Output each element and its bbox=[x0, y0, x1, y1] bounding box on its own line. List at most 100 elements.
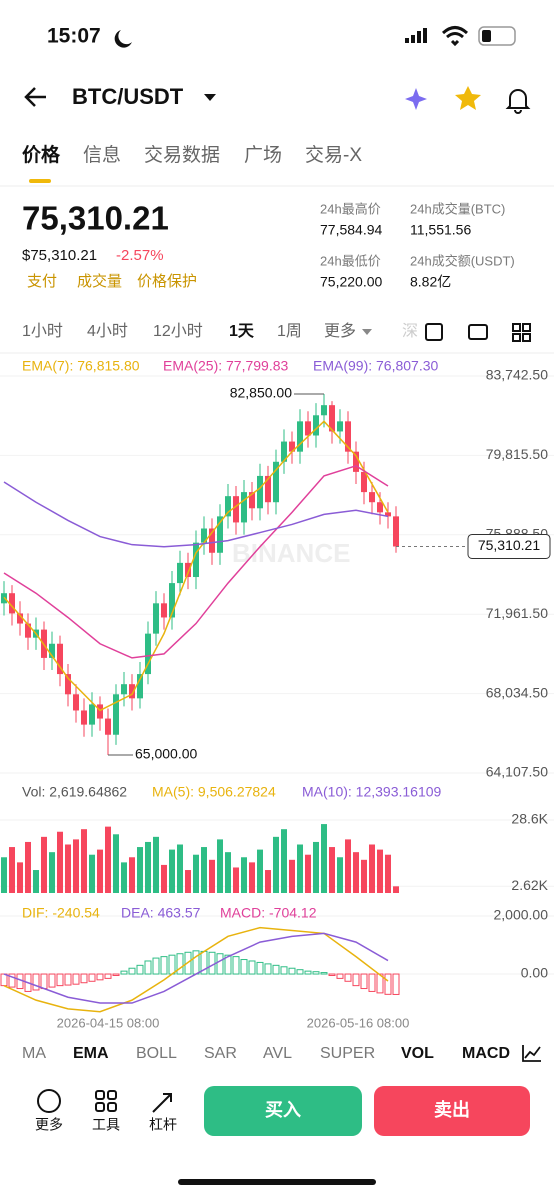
stat-value: 8.82亿 bbox=[410, 274, 451, 290]
indicator-tab[interactable]: BOLL bbox=[136, 1045, 177, 1062]
tab[interactable]: 交易-X bbox=[305, 144, 362, 166]
y-tick-label: 68,034.50 bbox=[486, 684, 548, 700]
macd-bar bbox=[64, 973, 72, 986]
grid-icon[interactable] bbox=[522, 323, 531, 332]
tool-label[interactable]: 更多 bbox=[35, 1117, 63, 1133]
candle-body bbox=[201, 528, 207, 543]
candle-body bbox=[281, 441, 287, 462]
macd-bar bbox=[208, 951, 216, 975]
volume-bar bbox=[201, 847, 207, 893]
link[interactable]: 支付 bbox=[27, 273, 57, 290]
tab[interactable]: 交易数据 bbox=[144, 144, 220, 166]
volume-bar bbox=[233, 867, 239, 893]
back-button[interactable] bbox=[24, 87, 46, 107]
candle-body bbox=[81, 710, 87, 725]
volume-bar bbox=[289, 859, 295, 893]
indicator-tab[interactable]: EMA bbox=[73, 1045, 109, 1062]
macd-bar bbox=[344, 973, 352, 982]
settings-icon[interactable] bbox=[468, 324, 488, 340]
indicator-tab[interactable]: SAR bbox=[204, 1045, 237, 1062]
macd-bar bbox=[312, 971, 320, 975]
home-indicator bbox=[178, 1179, 376, 1185]
macd-bar bbox=[104, 973, 112, 979]
candle-body bbox=[305, 421, 311, 436]
volume-bar bbox=[377, 849, 383, 893]
indicator-tab[interactable]: AVL bbox=[263, 1045, 292, 1062]
signal-icon bbox=[405, 28, 427, 43]
macd-bar bbox=[240, 959, 248, 975]
macd-bar bbox=[256, 961, 264, 975]
volume-bar bbox=[369, 844, 375, 893]
margin-icon[interactable] bbox=[152, 1093, 172, 1113]
legend: Vol: 2,619.64862 bbox=[22, 784, 127, 800]
macd-bar bbox=[96, 973, 104, 981]
macd-bar bbox=[128, 967, 136, 975]
tab[interactable]: 广场 bbox=[244, 144, 282, 166]
indicator-tab[interactable]: MACD bbox=[462, 1045, 510, 1062]
volume-bar bbox=[249, 862, 255, 893]
wifi-icon bbox=[441, 26, 469, 47]
candle-body bbox=[377, 502, 383, 513]
volume-bar bbox=[281, 829, 287, 893]
macd-bar bbox=[280, 966, 288, 975]
volume-bar bbox=[169, 849, 175, 893]
ai-icon[interactable] bbox=[405, 88, 427, 110]
buy-label[interactable]: 买入 bbox=[265, 1100, 301, 1120]
indicator-tab[interactable]: VOL bbox=[401, 1045, 434, 1062]
volume-bar bbox=[313, 841, 319, 893]
macd-bar bbox=[224, 954, 232, 975]
stat-value: 77,584.94 bbox=[320, 222, 382, 238]
chart-icon[interactable] bbox=[522, 1045, 541, 1062]
macd-bar bbox=[296, 969, 304, 975]
candle-body bbox=[161, 603, 167, 618]
interval[interactable]: 1天 bbox=[229, 323, 255, 340]
grid-icon[interactable] bbox=[522, 333, 531, 342]
tab[interactable]: 信息 bbox=[83, 144, 121, 166]
macd-bar bbox=[176, 953, 184, 975]
interval[interactable]: 1周 bbox=[277, 323, 302, 340]
buy-button[interactable] bbox=[204, 1086, 362, 1136]
pair-title[interactable]: BTC/USDT bbox=[72, 84, 184, 109]
volume-bar bbox=[33, 870, 39, 893]
y-tick-label: 79,815.50 bbox=[486, 446, 548, 462]
interval[interactable]: 1小时 bbox=[22, 322, 63, 340]
volume-bar bbox=[25, 841, 31, 893]
expand-icon[interactable] bbox=[425, 323, 443, 341]
more-dropdown[interactable] bbox=[362, 329, 372, 335]
candle-body bbox=[337, 421, 343, 432]
favorite-icon[interactable] bbox=[455, 86, 481, 110]
interval[interactable]: 4小时 bbox=[87, 322, 128, 340]
tool-label[interactable]: 杠杆 bbox=[149, 1117, 177, 1133]
battery bbox=[478, 26, 516, 46]
macd-bar bbox=[144, 960, 152, 975]
candle-body bbox=[185, 562, 191, 578]
y-tick-label: 64,107.50 bbox=[486, 764, 548, 780]
tool-label[interactable]: 工具 bbox=[92, 1117, 120, 1133]
more-icon[interactable] bbox=[37, 1089, 61, 1113]
indicator-tab[interactable]: SUPER bbox=[320, 1045, 375, 1062]
grid-icon[interactable] bbox=[512, 333, 521, 342]
alert-icon[interactable] bbox=[505, 89, 531, 114]
candle-body bbox=[241, 492, 247, 523]
indicator-tab[interactable]: MA bbox=[22, 1045, 46, 1062]
tab[interactable]: 价格 bbox=[22, 143, 61, 166]
sell-button[interactable] bbox=[374, 1086, 530, 1136]
grid-icon[interactable] bbox=[512, 323, 521, 332]
pair-dropdown[interactable] bbox=[204, 94, 216, 101]
volume-bar bbox=[345, 839, 351, 893]
legend: MA(5): 9,506.27824 bbox=[152, 784, 276, 800]
volume-bar bbox=[193, 854, 199, 893]
macd-bar bbox=[360, 973, 368, 990]
candle-body bbox=[273, 461, 279, 503]
sell-label[interactable]: 卖出 bbox=[434, 1099, 470, 1120]
interval[interactable]: 12小时 bbox=[153, 322, 203, 340]
link[interactable]: 成交量 bbox=[77, 272, 122, 290]
interval[interactable]: 深 bbox=[402, 322, 418, 340]
volume-bar bbox=[185, 870, 191, 893]
macd-bar bbox=[32, 973, 40, 991]
link[interactable]: 价格保护 bbox=[137, 273, 197, 290]
macd-bar bbox=[160, 956, 168, 975]
interval[interactable]: 更多 bbox=[324, 322, 356, 340]
volume-bar bbox=[265, 870, 271, 893]
tools-icon[interactable] bbox=[95, 1090, 117, 1112]
